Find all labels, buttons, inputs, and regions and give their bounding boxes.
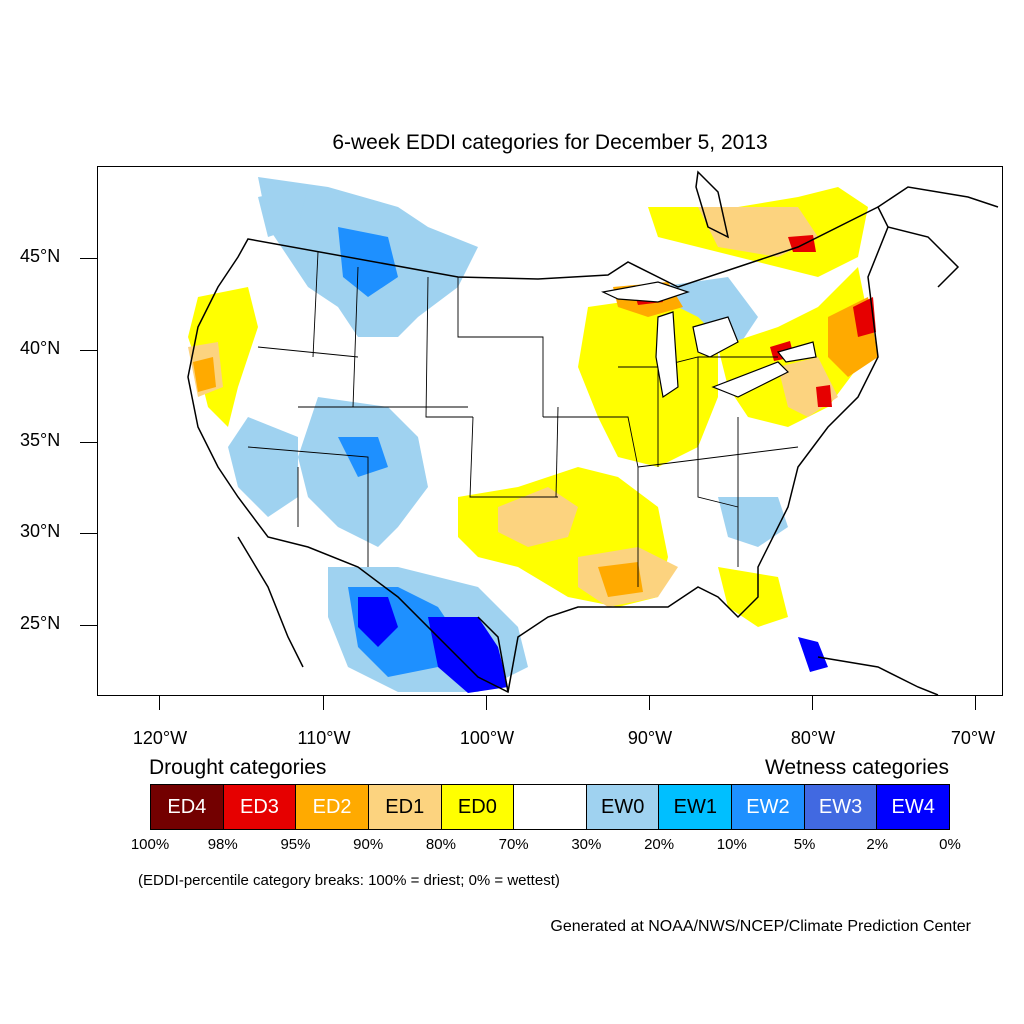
baja-coast	[237, 536, 304, 668]
state-borders	[247, 251, 799, 587]
break-label: 70%	[498, 836, 529, 853]
lat-tick	[80, 258, 97, 259]
legend-box-ew3: EW3	[804, 785, 878, 829]
credit-line: Generated at NOAA/NWS/NCEP/Climate Predi…	[550, 918, 971, 935]
category-breaks-note: (EDDI-percentile category breaks: 100% =…	[138, 872, 560, 889]
lat-label-30: 30°N	[20, 521, 61, 541]
lon-tick	[159, 696, 160, 710]
lat-tick	[80, 350, 97, 351]
legend-box-ed1: ED1	[368, 785, 442, 829]
lon-label-110: 110°W	[297, 728, 351, 748]
legend-box-ed3: ED3	[223, 785, 297, 829]
break-label: 95%	[280, 836, 311, 853]
legend-box-ew4: EW4	[877, 785, 950, 829]
lon-tick	[812, 696, 813, 710]
legend-box-ew0: EW0	[586, 785, 660, 829]
break-label: 10%	[716, 836, 747, 853]
lat-label-40: 40°N	[20, 338, 61, 358]
lat-tick	[80, 442, 97, 443]
legend-box-ed4: ED4	[151, 785, 224, 829]
lon-label-100: 100°W	[459, 728, 515, 748]
break-label: 90%	[353, 836, 384, 853]
lon-label-120: 120°W	[132, 728, 188, 748]
lon-tick	[649, 696, 650, 710]
lat-label-25: 25°N	[20, 613, 61, 633]
lat-tick	[80, 625, 97, 626]
drought-categories-heading: Drought categories	[149, 756, 327, 779]
break-label: 80%	[425, 836, 456, 853]
lon-tick	[486, 696, 487, 710]
lat-tick	[80, 533, 97, 534]
lon-tick	[975, 696, 976, 710]
legend-box-ed0: ED0	[441, 785, 515, 829]
legend-box-ed2: ED2	[296, 785, 369, 829]
map-panel	[97, 166, 1003, 696]
wet-strong-regions	[338, 227, 828, 693]
legend-box-ew1: EW1	[659, 785, 733, 829]
break-label: 2%	[866, 836, 889, 853]
lon-tick	[323, 696, 324, 710]
eddi-map	[187, 170, 999, 695]
break-label: 30%	[571, 836, 602, 853]
map-title: 6-week EDDI categories for December 5, 2…	[332, 131, 768, 154]
lat-label-45: 45°N	[20, 246, 61, 266]
break-label: 100%	[130, 836, 170, 853]
wetness-categories-heading: Wetness categories	[764, 756, 949, 779]
great-lakes	[601, 281, 817, 399]
lon-label-80: 80°W	[790, 728, 836, 748]
lon-label-90: 90°W	[627, 728, 673, 748]
legend-box-neutral	[514, 785, 587, 829]
canada-coastline	[695, 170, 730, 239]
break-label: 0%	[939, 836, 961, 853]
category-legend-bar: ED4 ED3 ED2 ED1 ED0 EW0 EW1 EW2 EW3 EW4	[150, 784, 950, 830]
break-label: 20%	[644, 836, 675, 853]
cuba-coast	[817, 656, 939, 695]
mexico-coast	[477, 616, 509, 693]
us-border-outline	[187, 205, 889, 694]
break-label: 98%	[207, 836, 238, 853]
east-coast-north	[877, 186, 999, 288]
lon-label-70: 70°W	[950, 728, 996, 748]
legend-box-ew2: EW2	[732, 785, 805, 829]
wet-regions	[228, 177, 788, 692]
break-label: 5%	[793, 836, 816, 853]
lat-label-35: 35°N	[20, 430, 61, 450]
